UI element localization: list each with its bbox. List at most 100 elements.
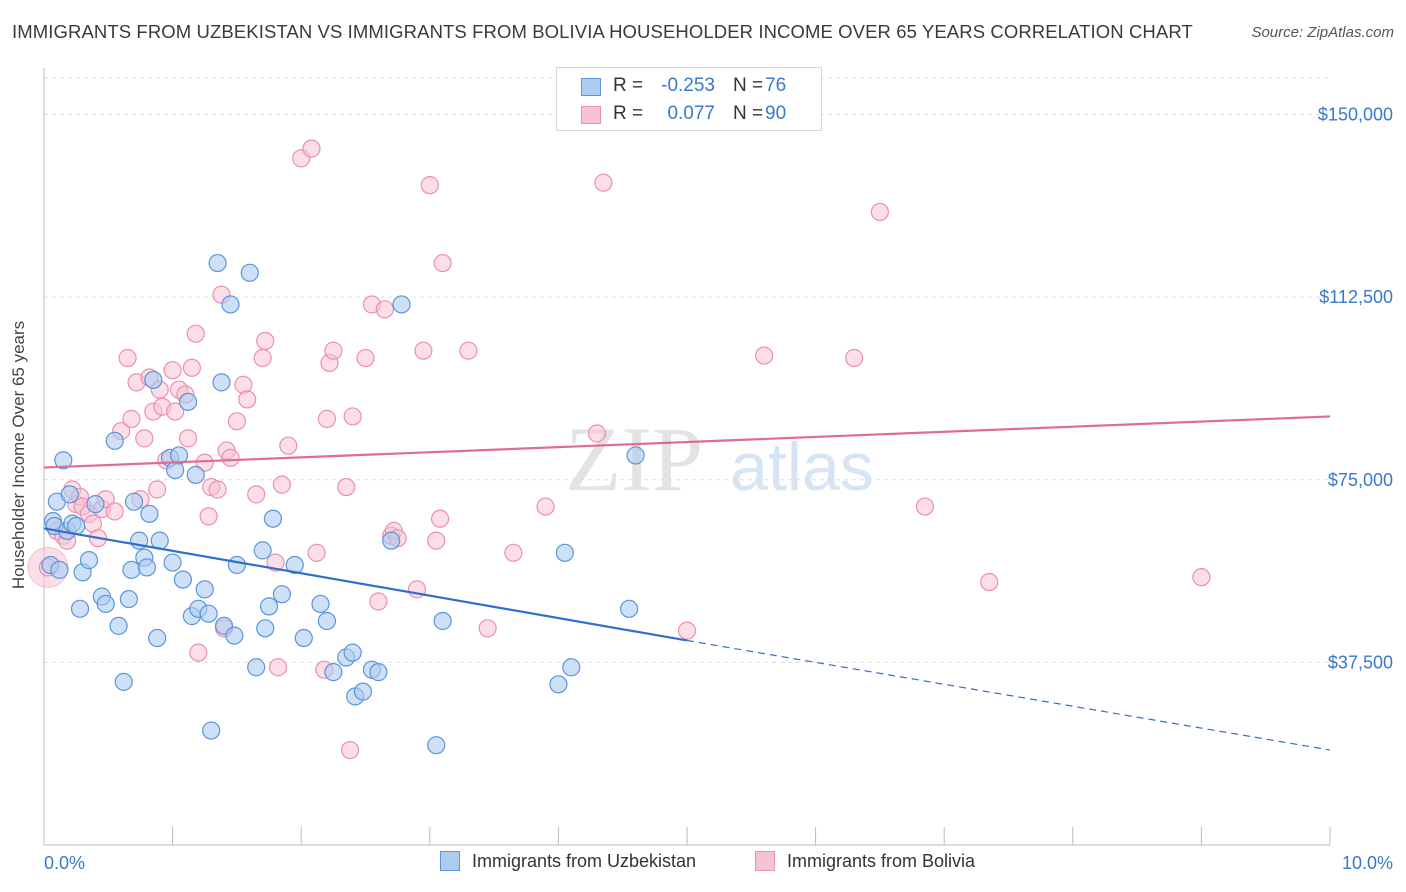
legend-row-uzbekistan: R = -0.253 N = 76 [557,72,821,102]
data-point-bolivia [414,341,433,360]
uzbekistan-swatch [581,78,601,96]
data-point-uzbekistan [353,682,373,701]
trendline-uzbekistan [43,527,688,642]
data-point-uzbekistan [122,560,141,579]
legend-item-uzbekistan: Immigrants from Uzbekistan [440,851,696,872]
legend-label: Immigrants from Bolivia [787,851,976,871]
data-point-bolivia [199,507,218,526]
r-label: R = [613,103,644,124]
data-point-bolivia [433,253,452,273]
data-point-uzbekistan [427,736,446,755]
data-point-bolivia [189,643,208,662]
data-point-bolivia [247,485,266,504]
data-point-bolivia [253,348,272,368]
data-point-bolivia [343,407,362,426]
data-point-bolivia [221,448,240,467]
series-uzbekistan-points [41,253,645,755]
r-value: -0.253 [661,75,715,96]
data-point-bolivia [307,543,326,562]
data-point-uzbekistan [54,451,73,470]
data-point-bolivia [536,497,555,516]
x-tick-label: 10.0% [1342,853,1393,873]
data-point-uzbekistan [140,504,159,523]
data-point-uzbekistan [208,253,227,273]
data-point-bolivia [870,202,890,222]
data-point-uzbekistan [124,492,144,511]
data-point-uzbekistan [549,675,568,694]
trendline-bolivia [43,415,1331,469]
legend-label: Immigrants from Uzbekistan [472,851,697,871]
data-point-uzbekistan [70,599,90,618]
data-point-uzbekistan [247,658,266,677]
r-value: 0.077 [667,103,715,124]
data-point-uzbekistan [240,263,259,282]
data-point-uzbekistan [148,628,167,648]
y-tick-label: $37,500 [1328,652,1393,672]
data-point-bolivia [587,424,607,443]
data-point-uzbekistan [144,370,163,390]
data-point-bolivia [163,361,182,380]
data-point-bolivia [279,436,298,455]
data-point-uzbekistan [199,604,218,623]
data-point-bolivia [375,300,394,319]
data-point-uzbekistan [60,485,79,504]
data-point-bolivia [148,480,167,499]
trendline-uzbekistan-extrapolated [686,639,1331,751]
y-axis-label: Householder Income Over 65 years [9,320,28,590]
data-point-uzbekistan [221,295,240,314]
data-point-bolivia [182,358,201,377]
data-point-bolivia [317,409,337,428]
y-tick-label: $75,000 [1328,470,1393,490]
data-point-bolivia [238,390,257,409]
data-point-uzbekistan [626,446,645,465]
data-point-bolivia [478,619,497,638]
data-point-bolivia [186,324,205,343]
data-point-bolivia [915,497,935,516]
data-point-uzbekistan [343,643,362,662]
data-point-bolivia [266,553,285,572]
trend-lines [43,415,1331,751]
data-point-bolivia [504,543,523,562]
data-point-uzbekistan [562,658,581,677]
data-point-uzbekistan [173,570,192,589]
data-point-uzbekistan [433,611,452,631]
data-point-uzbekistan [225,626,244,645]
data-point-uzbekistan [96,594,115,614]
data-point-bolivia [356,348,375,368]
data-point-uzbekistan [620,599,639,618]
r-label: R = [613,75,644,96]
data-point-bolivia [459,341,478,360]
data-point-bolivia [427,531,446,550]
data-point-bolivia [430,509,450,528]
data-point-uzbekistan [86,495,105,514]
data-point-uzbekistan [178,392,198,411]
data-point-bolivia [324,341,343,360]
data-point-bolivia [755,346,774,365]
data-point-uzbekistan [227,555,246,575]
data-point-uzbekistan [272,585,292,604]
data-point-bolivia [369,592,388,611]
data-point-bolivia [980,572,999,592]
y-tick-label: $112,500 [1319,287,1393,307]
data-point-bolivia [256,331,275,351]
data-point-uzbekistan [202,721,221,740]
data-point-uzbekistan [324,663,343,682]
data-point-bolivia [122,409,141,428]
data-point-bolivia [1192,568,1211,587]
data-point-bolivia [166,402,185,421]
data-point-uzbekistan [259,597,279,616]
chart-title: IMMIGRANTS FROM UZBEKISTAN VS IMMIGRANTS… [12,21,1193,42]
axes [43,68,1331,846]
data-point-uzbekistan [186,465,205,484]
data-point-bolivia [178,429,198,448]
source-label: Source: ZipAtlas.com [1251,24,1394,41]
grid-lines [44,77,1330,663]
data-point-bolivia [420,176,439,195]
uzbekistan-swatch [440,851,460,871]
data-point-uzbekistan [369,663,388,682]
n-value: 90 [765,103,787,124]
data-point-uzbekistan [163,553,182,572]
data-point-uzbekistan [50,560,69,579]
data-point-bolivia [135,429,154,448]
data-point-bolivia [340,740,360,760]
